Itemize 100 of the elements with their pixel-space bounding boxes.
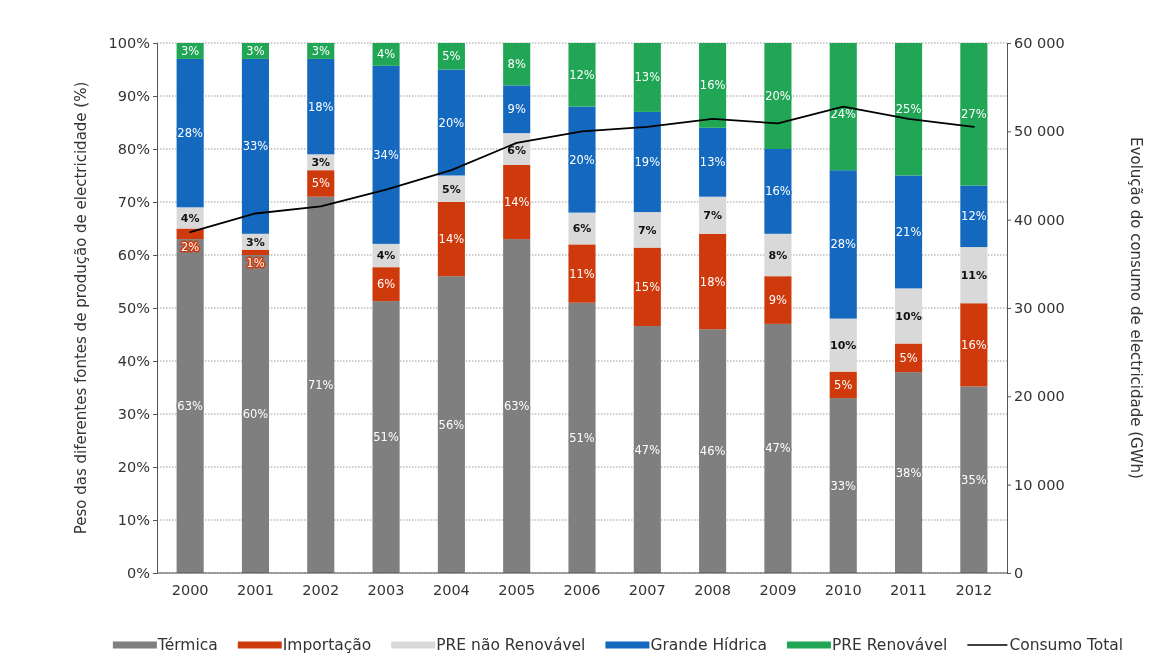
- y-tick-label: 70%: [117, 194, 150, 211]
- x-tick-label: 2000: [171, 582, 209, 599]
- data-label: 5%: [834, 377, 853, 392]
- bar: [568, 106, 596, 213]
- data-label: 5%: [311, 176, 330, 191]
- data-label: 19%: [634, 155, 661, 170]
- bar: [829, 398, 857, 573]
- bar: [895, 372, 923, 573]
- x-tick-label: 2010: [824, 582, 862, 599]
- data-label: 33%: [830, 478, 857, 493]
- y-tick-label: 10%: [117, 512, 150, 529]
- data-label: 5%: [442, 49, 461, 64]
- data-label: 24%: [830, 107, 857, 122]
- bar: [241, 255, 270, 573]
- bar: [176, 239, 204, 573]
- data-label: 3%: [246, 235, 265, 249]
- data-label: 7%: [703, 209, 722, 223]
- data-label: 18%: [699, 274, 726, 289]
- x-tick-label: 2012: [955, 582, 993, 599]
- data-label: 60%: [242, 407, 269, 422]
- y-tick-label: 30%: [117, 406, 150, 423]
- y-tick-label: 40%: [117, 353, 150, 370]
- data-label: 4%: [180, 211, 200, 225]
- data-label: 16%: [765, 184, 791, 199]
- y-tick-label: 60%: [117, 247, 150, 264]
- legend-label: Térmica: [156, 636, 218, 655]
- bar: [372, 65, 400, 244]
- bar: [241, 58, 270, 234]
- legend-label: PRE não Renovável: [436, 636, 586, 655]
- data-label: 2%: [181, 239, 200, 254]
- data-label: 5%: [442, 182, 461, 196]
- bar: [895, 43, 923, 176]
- data-label: 51%: [569, 430, 595, 445]
- bar: [764, 323, 792, 573]
- data-label: 20%: [438, 115, 465, 130]
- data-label: 3%: [181, 43, 200, 58]
- legend-label: Grande Hídrica: [650, 636, 767, 655]
- data-label: 18%: [307, 99, 334, 114]
- y2-axis-title: Evolução do consumo de electricidade (GWh): [1127, 137, 1145, 479]
- y-axis-title: Peso das diferentes fontes de produção de electricidade (%): [72, 81, 90, 535]
- y2-tick-label: 0: [1014, 565, 1024, 582]
- data-label: 12%: [569, 67, 595, 82]
- data-label: 28%: [177, 126, 203, 141]
- data-label: 3%: [311, 156, 331, 170]
- y2-tick-label: 50 000: [1014, 123, 1065, 140]
- x-tick-label: 2008: [694, 582, 732, 599]
- bar: [503, 239, 531, 573]
- data-label: 27%: [961, 107, 987, 122]
- x-tick-label: 2002: [302, 582, 340, 599]
- bar: [960, 43, 988, 186]
- data-label: 4%: [376, 249, 396, 263]
- data-label: 6%: [507, 144, 527, 158]
- y-tick-label: 80%: [117, 141, 150, 158]
- data-label: 7%: [637, 223, 657, 237]
- y2-tick-label: 60 000: [1014, 35, 1065, 52]
- data-label: 33%: [242, 139, 269, 154]
- bar: [568, 302, 596, 573]
- x-tick-label: 2003: [367, 582, 405, 599]
- data-label: 28%: [830, 237, 857, 252]
- data-label: 47%: [634, 442, 661, 457]
- data-label: 11%: [569, 266, 595, 281]
- data-label: 12%: [961, 209, 987, 224]
- y2-tick-label: 20 000: [1014, 388, 1065, 405]
- data-label: 16%: [699, 78, 726, 93]
- y2-tick-label: 10 000: [1014, 476, 1065, 493]
- x-tick-label: 2001: [237, 582, 274, 599]
- data-label: 1%: [246, 255, 265, 270]
- data-label: 10%: [830, 338, 857, 352]
- data-label: 13%: [699, 155, 726, 170]
- data-label: 63%: [503, 399, 530, 414]
- bar: [372, 301, 400, 573]
- x-tick-label: 2011: [890, 582, 927, 599]
- bar: [829, 170, 857, 319]
- y2-tick-label: 30 000: [1014, 300, 1065, 317]
- data-label: 63%: [177, 399, 203, 414]
- bar: [960, 386, 988, 573]
- data-label: 21%: [895, 224, 922, 239]
- data-label: 3%: [246, 43, 265, 58]
- x-tick-label: 2005: [498, 582, 536, 599]
- bar: [699, 329, 727, 573]
- x-tick-label: 2006: [563, 582, 601, 599]
- data-label: 10%: [895, 309, 922, 323]
- data-label: 6%: [572, 222, 592, 236]
- data-label: 8%: [507, 57, 526, 72]
- data-label: 14%: [438, 232, 465, 247]
- data-label: 14%: [503, 195, 530, 210]
- data-label: 25%: [895, 102, 922, 117]
- data-label: 71%: [307, 377, 334, 392]
- y-tick-label: 90%: [117, 88, 150, 105]
- data-label: 20%: [569, 152, 595, 167]
- bar: [176, 58, 204, 208]
- data-label: 9%: [768, 293, 788, 308]
- x-tick-label: 2007: [628, 582, 666, 599]
- bar: [829, 43, 857, 171]
- legend-label: Importação: [282, 636, 372, 655]
- data-label: 35%: [961, 472, 987, 487]
- data-label: 11%: [960, 268, 988, 282]
- data-label: 8%: [768, 248, 788, 262]
- bar: [307, 196, 335, 573]
- legend-label: Consumo Total: [1009, 636, 1124, 655]
